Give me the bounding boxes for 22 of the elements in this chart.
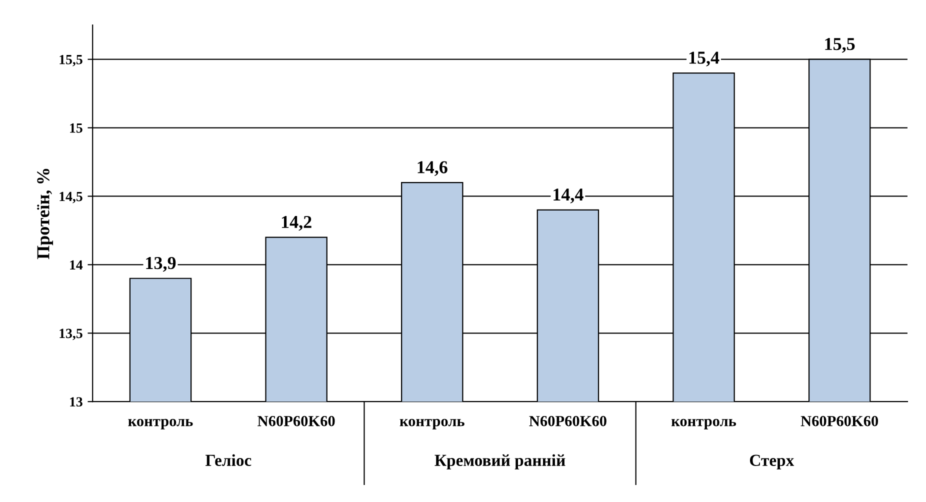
x-tick-label: N60P60K60 <box>529 416 606 426</box>
y-axis-title: Протеїн, % <box>37 168 54 260</box>
y-tick-label: 15,5 <box>60 54 82 66</box>
y-tick-label: 14 <box>70 260 83 270</box>
text: Кремовий ранній <box>434 454 566 470</box>
y-tick-label: 13,5 <box>60 328 82 340</box>
text: Геліос <box>205 454 252 466</box>
data-label: 14,2 <box>282 216 312 231</box>
y-tick-label: 15 <box>70 123 82 133</box>
x-tick-label: контроль <box>128 418 193 430</box>
y-tick-label: 13 <box>70 397 82 407</box>
x-tick-label: контроль <box>400 418 464 430</box>
data-label: 14,6 <box>418 161 448 176</box>
y-tick-label: 14,5 <box>60 192 82 204</box>
data-label: 14,4 <box>554 188 584 204</box>
data-label: 15,4 <box>689 52 720 66</box>
x-tick-label: N60P60K60 <box>258 416 335 426</box>
x-tick-label: N60P60K60 <box>800 416 878 426</box>
text: Стерх <box>750 454 794 470</box>
x-tick-label: контроль <box>671 418 736 430</box>
data-label: 13,9 <box>146 257 176 272</box>
data-label: 15,5 <box>825 38 855 53</box>
